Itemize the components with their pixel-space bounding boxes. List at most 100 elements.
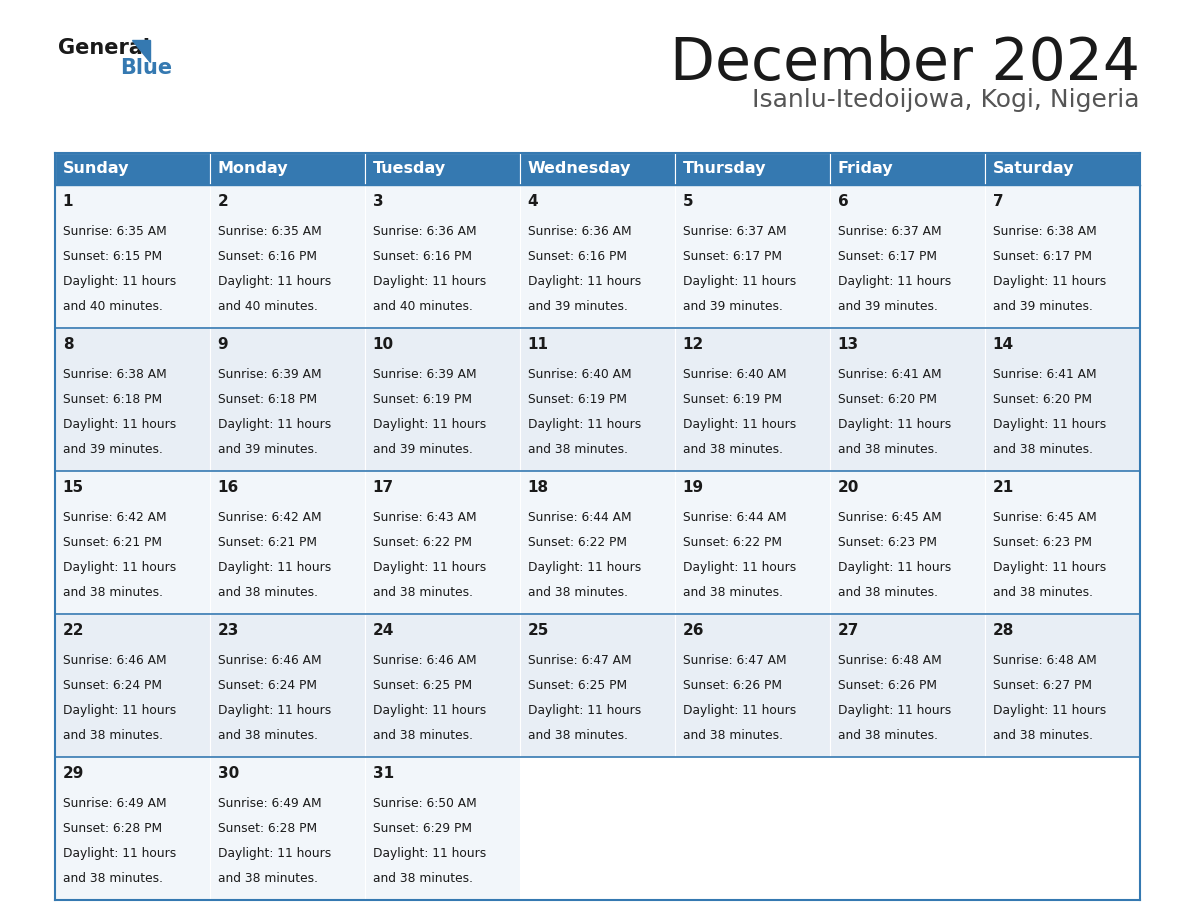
Text: and 40 minutes.: and 40 minutes. bbox=[373, 300, 473, 313]
Text: 19: 19 bbox=[683, 479, 703, 495]
Bar bbox=[210, 328, 365, 471]
Text: 5: 5 bbox=[683, 194, 694, 208]
Text: and 38 minutes.: and 38 minutes. bbox=[63, 586, 163, 599]
Text: and 39 minutes.: and 39 minutes. bbox=[527, 300, 627, 313]
Text: Daylight: 11 hours: Daylight: 11 hours bbox=[63, 847, 176, 860]
Text: Daylight: 11 hours: Daylight: 11 hours bbox=[683, 418, 796, 431]
Text: Daylight: 11 hours: Daylight: 11 hours bbox=[683, 561, 796, 574]
Text: Sunrise: 6:40 AM: Sunrise: 6:40 AM bbox=[527, 368, 631, 381]
Text: Daylight: 11 hours: Daylight: 11 hours bbox=[217, 275, 331, 288]
Text: Sunrise: 6:46 AM: Sunrise: 6:46 AM bbox=[373, 654, 476, 667]
Bar bbox=[830, 328, 985, 471]
Bar bbox=[365, 185, 520, 328]
Text: Sunrise: 6:40 AM: Sunrise: 6:40 AM bbox=[683, 368, 786, 381]
Text: Sunrise: 6:44 AM: Sunrise: 6:44 AM bbox=[527, 511, 631, 524]
Bar bbox=[985, 328, 1140, 471]
Text: 28: 28 bbox=[993, 622, 1015, 638]
Text: Friday: Friday bbox=[838, 162, 893, 176]
Bar bbox=[675, 153, 830, 185]
Text: Daylight: 11 hours: Daylight: 11 hours bbox=[373, 704, 486, 717]
Text: 6: 6 bbox=[838, 194, 848, 208]
Text: Sunset: 6:20 PM: Sunset: 6:20 PM bbox=[838, 393, 937, 406]
Text: Monday: Monday bbox=[217, 162, 289, 176]
Text: Daylight: 11 hours: Daylight: 11 hours bbox=[683, 275, 796, 288]
Bar bbox=[55, 185, 210, 328]
Text: and 38 minutes.: and 38 minutes. bbox=[373, 729, 473, 742]
Bar bbox=[55, 614, 210, 757]
Text: Daylight: 11 hours: Daylight: 11 hours bbox=[683, 704, 796, 717]
Text: Sunrise: 6:36 AM: Sunrise: 6:36 AM bbox=[373, 225, 476, 238]
Text: and 38 minutes.: and 38 minutes. bbox=[838, 443, 937, 456]
Text: Isanlu-Itedoijowa, Kogi, Nigeria: Isanlu-Itedoijowa, Kogi, Nigeria bbox=[752, 88, 1140, 112]
Text: General: General bbox=[58, 38, 150, 58]
Text: Wednesday: Wednesday bbox=[527, 162, 631, 176]
Text: Sunset: 6:25 PM: Sunset: 6:25 PM bbox=[527, 679, 627, 692]
Text: 22: 22 bbox=[63, 622, 84, 638]
Text: Sunset: 6:17 PM: Sunset: 6:17 PM bbox=[683, 250, 782, 263]
Bar bbox=[675, 757, 830, 900]
Bar bbox=[985, 185, 1140, 328]
Text: Thursday: Thursday bbox=[683, 162, 766, 176]
Text: and 38 minutes.: and 38 minutes. bbox=[373, 586, 473, 599]
Text: Sunset: 6:18 PM: Sunset: 6:18 PM bbox=[217, 393, 317, 406]
Text: and 38 minutes.: and 38 minutes. bbox=[63, 729, 163, 742]
Text: Daylight: 11 hours: Daylight: 11 hours bbox=[527, 275, 642, 288]
Text: Sunrise: 6:48 AM: Sunrise: 6:48 AM bbox=[993, 654, 1097, 667]
Text: Daylight: 11 hours: Daylight: 11 hours bbox=[373, 561, 486, 574]
Bar bbox=[675, 328, 830, 471]
Text: Sunrise: 6:39 AM: Sunrise: 6:39 AM bbox=[217, 368, 322, 381]
Text: Sunrise: 6:49 AM: Sunrise: 6:49 AM bbox=[63, 797, 166, 810]
Text: Daylight: 11 hours: Daylight: 11 hours bbox=[838, 275, 952, 288]
Bar bbox=[520, 757, 675, 900]
Bar bbox=[830, 185, 985, 328]
Text: and 39 minutes.: and 39 minutes. bbox=[838, 300, 937, 313]
Text: Daylight: 11 hours: Daylight: 11 hours bbox=[527, 561, 642, 574]
Bar bbox=[365, 757, 520, 900]
Text: 16: 16 bbox=[217, 479, 239, 495]
Text: Sunset: 6:18 PM: Sunset: 6:18 PM bbox=[63, 393, 162, 406]
Text: and 39 minutes.: and 39 minutes. bbox=[683, 300, 783, 313]
Bar bbox=[985, 614, 1140, 757]
Bar bbox=[55, 153, 210, 185]
Text: Sunset: 6:16 PM: Sunset: 6:16 PM bbox=[373, 250, 472, 263]
Text: 10: 10 bbox=[373, 337, 394, 352]
Text: Daylight: 11 hours: Daylight: 11 hours bbox=[373, 418, 486, 431]
Text: Sunrise: 6:49 AM: Sunrise: 6:49 AM bbox=[217, 797, 322, 810]
Bar bbox=[210, 471, 365, 614]
Bar bbox=[985, 757, 1140, 900]
Text: 13: 13 bbox=[838, 337, 859, 352]
Text: 25: 25 bbox=[527, 622, 549, 638]
Text: Sunrise: 6:43 AM: Sunrise: 6:43 AM bbox=[373, 511, 476, 524]
Bar bbox=[985, 153, 1140, 185]
Text: and 39 minutes.: and 39 minutes. bbox=[373, 443, 473, 456]
Text: Daylight: 11 hours: Daylight: 11 hours bbox=[217, 418, 331, 431]
Text: 17: 17 bbox=[373, 479, 394, 495]
Text: 12: 12 bbox=[683, 337, 704, 352]
Text: Sunrise: 6:37 AM: Sunrise: 6:37 AM bbox=[683, 225, 786, 238]
Text: Sunset: 6:16 PM: Sunset: 6:16 PM bbox=[527, 250, 627, 263]
Text: 29: 29 bbox=[63, 766, 84, 780]
Bar bbox=[365, 153, 520, 185]
Text: Daylight: 11 hours: Daylight: 11 hours bbox=[63, 704, 176, 717]
Text: Sunset: 6:21 PM: Sunset: 6:21 PM bbox=[217, 536, 317, 549]
Text: Daylight: 11 hours: Daylight: 11 hours bbox=[527, 704, 642, 717]
Bar bbox=[520, 328, 675, 471]
Text: 8: 8 bbox=[63, 337, 74, 352]
Text: Sunrise: 6:47 AM: Sunrise: 6:47 AM bbox=[683, 654, 786, 667]
Bar bbox=[210, 614, 365, 757]
Text: Sunrise: 6:45 AM: Sunrise: 6:45 AM bbox=[993, 511, 1097, 524]
Text: Sunset: 6:28 PM: Sunset: 6:28 PM bbox=[63, 822, 162, 835]
Text: and 39 minutes.: and 39 minutes. bbox=[993, 300, 1093, 313]
Text: Sunset: 6:27 PM: Sunset: 6:27 PM bbox=[993, 679, 1092, 692]
Text: Sunrise: 6:37 AM: Sunrise: 6:37 AM bbox=[838, 225, 941, 238]
Text: Sunrise: 6:45 AM: Sunrise: 6:45 AM bbox=[838, 511, 942, 524]
Text: December 2024: December 2024 bbox=[670, 35, 1140, 92]
Text: Sunset: 6:19 PM: Sunset: 6:19 PM bbox=[683, 393, 782, 406]
Text: Sunset: 6:22 PM: Sunset: 6:22 PM bbox=[373, 536, 472, 549]
Bar bbox=[210, 153, 365, 185]
Text: Daylight: 11 hours: Daylight: 11 hours bbox=[993, 418, 1106, 431]
Text: Sunrise: 6:44 AM: Sunrise: 6:44 AM bbox=[683, 511, 786, 524]
Bar bbox=[830, 153, 985, 185]
Text: Sunset: 6:19 PM: Sunset: 6:19 PM bbox=[373, 393, 472, 406]
Bar bbox=[55, 328, 210, 471]
